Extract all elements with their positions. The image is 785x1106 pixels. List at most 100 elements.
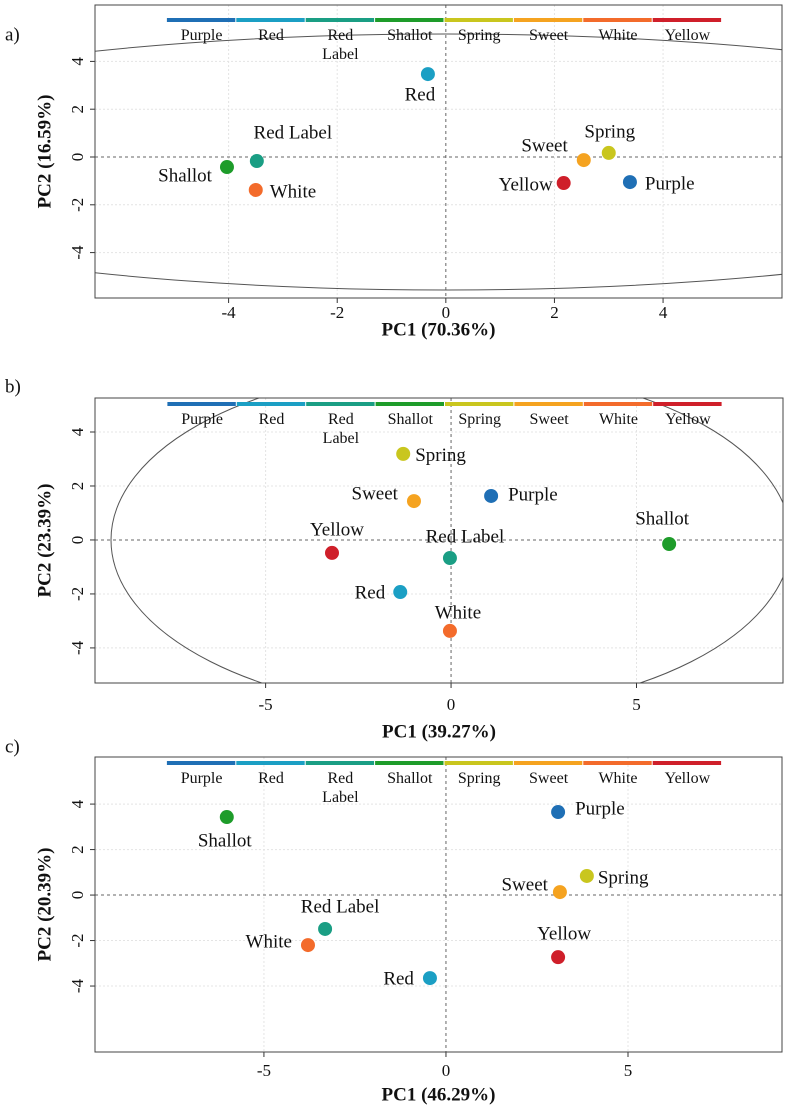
legend-swatch [375,402,444,406]
legend-label: Spring [457,770,501,787]
legend-swatch [583,761,652,765]
point [422,971,437,986]
legend-label: Red [258,770,284,787]
legend-entry: White [598,27,638,44]
panel: b) -5 0 5 -4 -2 0 2 4 Purple Red Red Label Shallot Sp… [5,376,784,742]
point [552,885,567,900]
panel: c) -5 0 5 -4 -2 0 2 4 Purple Red Red Label Shallot Sp… [5,736,783,1105]
y-tick-label: 0 [68,891,87,900]
point [556,176,571,191]
plot-frame [94,4,783,299]
point [622,175,637,190]
legend-entry: Purple [181,411,223,428]
y-tick-label: -4 [68,245,87,260]
legend-entry: Yellow [664,770,711,787]
legend-label: Shallot [387,411,433,428]
legend-entry: Purple [181,27,223,44]
point [248,182,263,197]
legend-entry: Red [258,27,284,44]
legend-label: Yellow [664,770,711,787]
legend-entry: Red Label [322,411,360,447]
legend-label: Red Label [322,411,360,447]
x-tick-label: 2 [550,303,559,322]
point [396,446,411,461]
legend-swatch [653,402,722,406]
x-axis-label: PC1 (46.29%) [382,1084,496,1105]
x-axis-label: PC1 (39.27%) [382,721,496,742]
y-axis-label: PC2 (16.59%) [34,95,55,209]
legend-entry: Red [259,411,285,428]
legend-label: Shallot [387,27,433,44]
x-tick-label: 5 [632,695,641,714]
point-label: Purple [645,173,695,194]
legend-entry: Red [258,770,284,787]
point [601,145,616,160]
legend-label: White [598,27,638,44]
y-tick-label: 2 [68,845,87,854]
point [442,623,457,638]
point-label: Spring [584,121,635,142]
legend-label: Purple [180,770,223,787]
point-label: Shallot [198,830,253,851]
y-tick-label: 2 [68,105,87,114]
point-label: White [270,181,316,202]
legend-swatch [305,18,375,22]
y-tick-label: -4 [68,978,87,993]
legend-swatch [236,402,306,406]
plot-frame [94,756,783,1053]
legend-entry: Spring [458,27,501,44]
y-axis-label: PC2 (20.39%) [34,848,55,962]
legend-swatch [514,402,583,406]
legend-entry: Shallot [387,411,433,428]
panel-label: a) [5,24,20,45]
x-tick-label: 4 [659,303,668,322]
y-tick-label: -4 [68,640,87,655]
point [420,67,435,82]
legend-entry: Sweet [530,411,569,428]
point [324,545,339,560]
point [662,537,677,552]
point [318,921,333,936]
point [249,154,264,169]
point-label: Red [355,582,386,603]
point-label: Purple [575,798,625,819]
x-tick-label: 0 [442,303,451,322]
legend-entry: Red Label [322,770,358,806]
point-label: Red Label [426,526,505,547]
point-label: Shallot [635,508,690,529]
confidence-ellipse [110,398,783,683]
legend-label: Shallot [387,770,433,787]
point [484,488,499,503]
legend-entry: White [598,770,638,787]
point [442,551,457,566]
legend-entry: Purple [180,770,223,787]
legend-swatch [583,18,652,22]
legend-label: Yellow [664,27,711,44]
x-tick-label: -4 [222,303,237,322]
legend-swatch [306,402,375,406]
y-tick-label: -2 [68,933,87,947]
point [551,950,566,965]
point-label: White [435,602,481,623]
legend-label: White [598,770,638,787]
x-tick-label: 5 [624,1061,633,1080]
legend-label: White [598,411,639,428]
y-tick-label: 2 [68,482,87,491]
panel-label: b) [5,376,21,397]
x-tick-label: 0 [447,695,456,714]
legend-entry: Shallot [387,770,433,787]
legend-swatch [444,761,513,765]
legend-entry: Shallot [387,27,433,44]
legend-swatch [444,18,513,22]
legend-entry: Yellow [664,27,711,44]
legend-swatch [375,761,444,765]
point-label: Yellow [499,174,553,195]
legend-entry: Sweet [529,770,568,787]
point-label: Purple [508,484,558,505]
legend-swatch [652,761,722,765]
legend-entry: Spring [457,770,501,787]
point-label: Sweet [501,874,548,895]
point-label: Spring [598,867,649,888]
panel: a) -4 -2 0 2 4 -4 -2 0 2 4 Purple Red Red Label Shallo… [5,4,783,340]
